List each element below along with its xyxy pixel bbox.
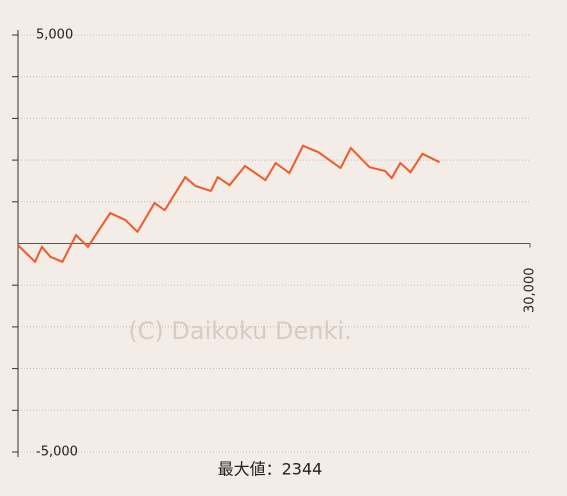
max-label: 最大値：2344 [218,460,323,479]
y-tick-label: 5,000 [36,28,73,43]
x-tick-label: 30,000 [523,268,538,314]
series-line [17,144,440,264]
watermark: (C) Daikoku Denki. [128,317,351,345]
y-tick-label: -5,000 [36,445,78,460]
